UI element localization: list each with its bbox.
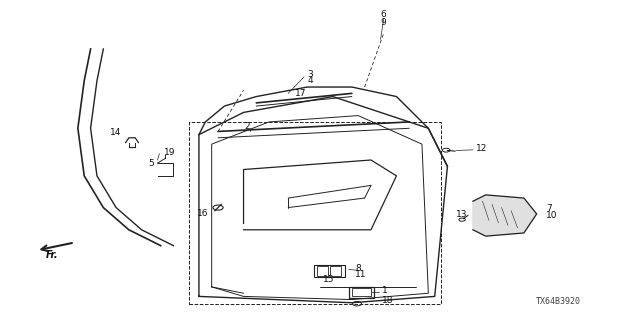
Text: 8: 8	[355, 264, 361, 273]
Bar	[349, 287, 374, 298]
Text: 19: 19	[164, 148, 175, 156]
Bar	[314, 265, 346, 277]
Text: 13: 13	[456, 210, 467, 219]
Text: 17: 17	[294, 89, 306, 98]
Text: Fr.: Fr.	[46, 250, 59, 260]
Text: 16: 16	[197, 209, 209, 219]
Text: 3: 3	[307, 70, 313, 79]
Text: 10: 10	[546, 211, 557, 220]
Text: 7: 7	[546, 204, 552, 213]
Polygon shape	[473, 195, 537, 236]
Text: 18: 18	[383, 296, 394, 305]
Text: 1: 1	[383, 285, 388, 295]
Text: 15: 15	[323, 276, 335, 284]
Text: 5: 5	[148, 159, 154, 168]
Text: 12: 12	[476, 144, 488, 153]
Text: 2: 2	[244, 122, 250, 131]
Bar	[317, 266, 328, 276]
Bar	[330, 266, 341, 276]
Text: 11: 11	[355, 270, 367, 279]
Bar	[352, 288, 371, 296]
Text: 14: 14	[110, 128, 121, 137]
Text: TX64B3920: TX64B3920	[536, 297, 581, 306]
Text: 4: 4	[307, 76, 313, 85]
Text: 9: 9	[381, 18, 387, 27]
Text: 6: 6	[381, 10, 387, 19]
